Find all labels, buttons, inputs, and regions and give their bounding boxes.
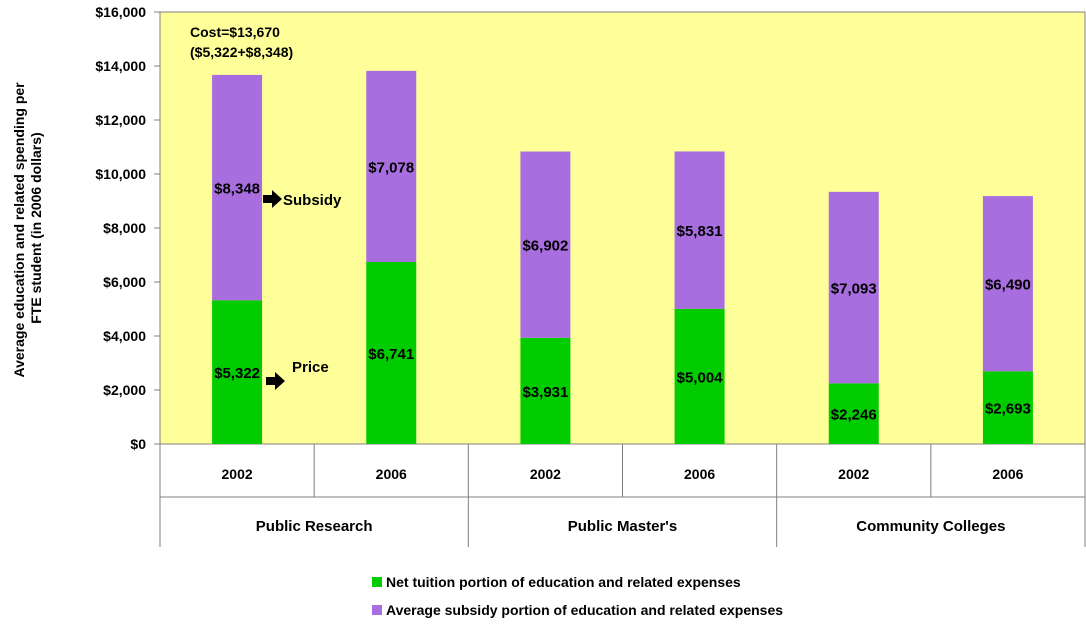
legend-label-net-tuition: Net tuition portion of education and rel… — [386, 574, 741, 590]
x-tick-label-year: 2002 — [530, 466, 561, 482]
bars — [212, 70, 1033, 444]
net-tuition-value-label: $2,693 — [985, 401, 1031, 418]
price-annotation: Price — [292, 359, 329, 376]
net-tuition-bar — [366, 261, 417, 444]
subsidy-arrow-icon — [263, 190, 282, 208]
y-tick-label: $16,000 — [95, 4, 146, 20]
y-axis-title-line1: Average education and related spending p… — [11, 82, 27, 378]
annotations: Cost=$13,670 ($5,322+$8,348) Subsidy Pri… — [190, 24, 342, 390]
cost-annotation-line2: ($5,322+$8,348) — [190, 44, 293, 60]
legend: Net tuition portion of education and rel… — [372, 574, 783, 618]
y-tick-label: $0 — [130, 436, 146, 452]
y-tick-label: $6,000 — [103, 274, 146, 290]
x-tick-label-year: 2002 — [838, 466, 869, 482]
net-tuition-value-label: $3,931 — [522, 384, 568, 401]
subsidy-bar — [982, 196, 1033, 372]
y-tick-label: $4,000 — [103, 328, 146, 344]
net-tuition-value-label: $6,741 — [368, 346, 414, 363]
net-tuition-bar — [982, 371, 1033, 444]
net-tuition-bar — [212, 300, 263, 444]
x-axis: 2002 2006 Public Research 2002 2006 Public Ma… — [159, 444, 1086, 547]
net-tuition-bar — [520, 337, 571, 444]
net-tuition-bar — [828, 383, 879, 444]
legend-swatch-net-tuition — [372, 577, 382, 587]
y-axis-title-line2: FTE student (in 2006 dollars) — [28, 132, 44, 323]
subsidy-bar — [828, 191, 879, 384]
subsidy-bar — [366, 70, 417, 262]
y-axis-title: Average education and related spending p… — [11, 79, 44, 378]
y-tick-label: $12,000 — [95, 112, 146, 128]
cost-annotation-line1: Cost=$13,670 — [190, 24, 280, 40]
net-tuition-value-label: $5,004 — [677, 369, 724, 386]
y-tick-label: $2,000 — [103, 382, 146, 398]
price-arrow-icon — [266, 372, 285, 390]
subsidy-annotation: Subsidy — [283, 192, 342, 209]
subsidy-value-label: $5,831 — [677, 223, 723, 240]
x-tick-label-year: 2006 — [684, 466, 715, 482]
subsidy-bar — [520, 151, 571, 338]
x-group-label: Public Master's — [568, 518, 677, 535]
subsidy-value-label: $6,902 — [522, 238, 568, 255]
x-group-label: Community Colleges — [856, 518, 1005, 535]
net-tuition-bar — [674, 308, 725, 444]
legend-label-subsidy: Average subsidy portion of education and… — [386, 602, 783, 618]
subsidy-bar — [674, 151, 725, 309]
subsidy-value-label: $7,093 — [831, 281, 877, 298]
net-tuition-value-label: $2,246 — [831, 407, 877, 424]
x-group-label: Public Research — [256, 518, 373, 535]
y-tick-label: $10,000 — [95, 166, 146, 182]
y-axis: $0 $2,000 $4,000 $6,000 $8,000 $10,000 $12,000… — [95, 4, 161, 452]
legend-swatch-subsidy — [372, 605, 382, 615]
plot-area — [159, 11, 1086, 445]
x-tick-label-year: 2006 — [992, 466, 1023, 482]
y-tick-label: $8,000 — [103, 220, 146, 236]
net-tuition-value-label: $5,322 — [214, 365, 260, 382]
subsidy-value-label: $6,490 — [985, 277, 1031, 294]
subsidy-value-label: $8,348 — [214, 181, 260, 198]
subsidy-bar — [212, 74, 263, 301]
y-tick-label: $14,000 — [95, 58, 146, 74]
subsidy-value-label: $7,078 — [368, 159, 414, 176]
x-tick-label-year: 2002 — [222, 466, 253, 482]
value-labels: $5,322 $8,348 $6,741 $7,078 $3,931 $6,902 $5,0… — [214, 159, 1031, 423]
x-tick-label-year: 2006 — [376, 466, 407, 482]
